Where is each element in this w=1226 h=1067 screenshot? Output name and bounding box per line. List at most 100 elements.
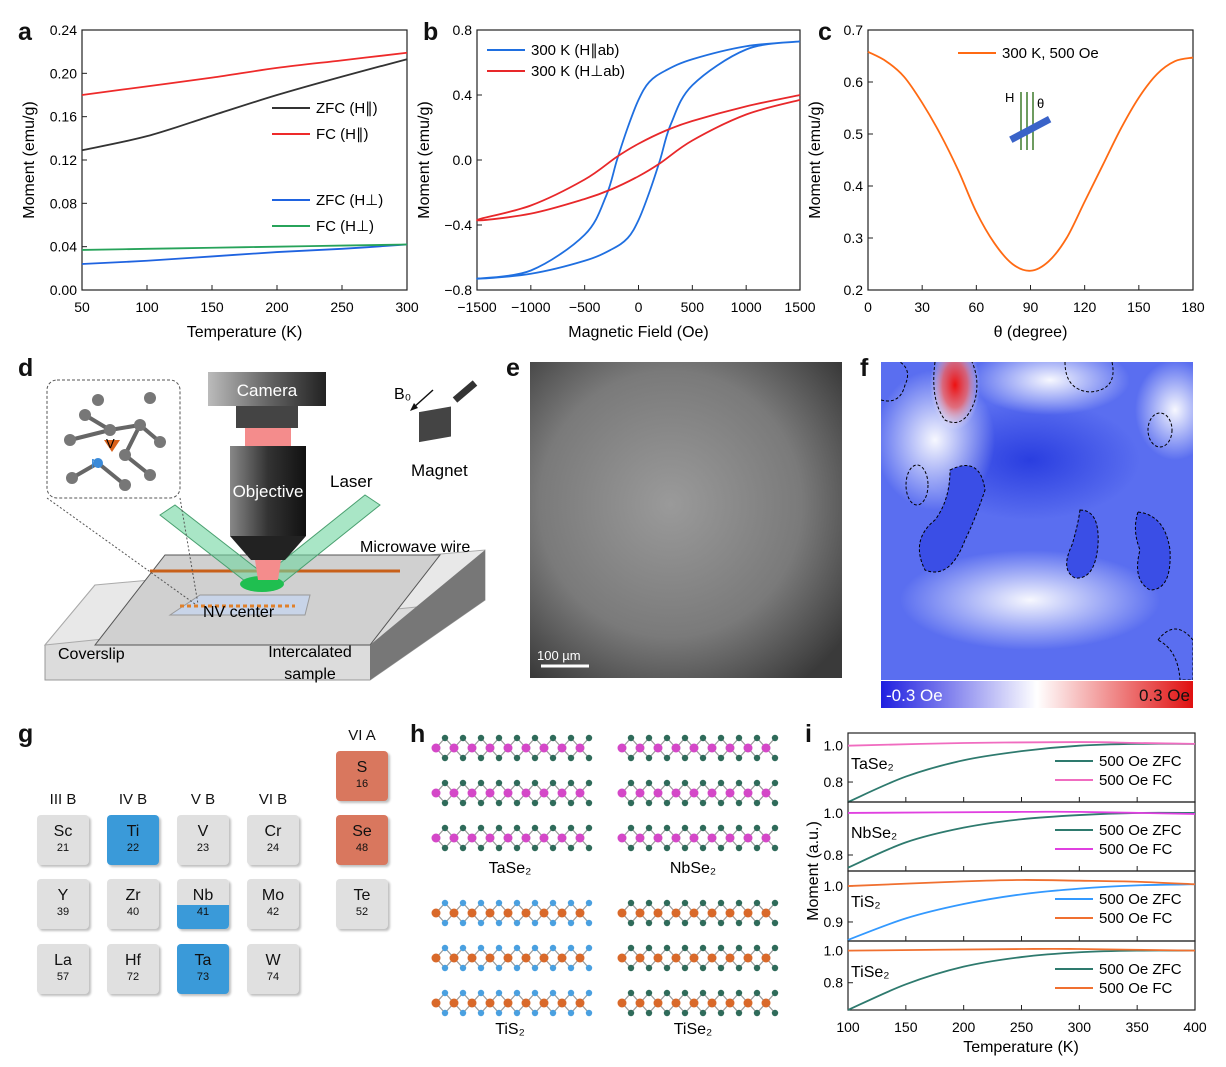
metal-atom xyxy=(431,908,441,918)
chalcogen-atom xyxy=(567,919,575,927)
chalcogen-atom xyxy=(681,824,689,832)
metal-atom xyxy=(689,743,699,753)
metal-atom xyxy=(743,788,753,798)
element-tile-v: V 23 xyxy=(177,815,229,865)
chalcogen-atom xyxy=(441,964,449,972)
chalcogen-atom xyxy=(627,734,635,742)
metal-atom xyxy=(521,908,531,918)
metal-atom xyxy=(743,743,753,753)
chalcogen-atom xyxy=(771,824,779,832)
chalcogen-atom xyxy=(735,1009,743,1017)
y-tick-label: 0.0 xyxy=(453,152,473,168)
chalcogen-atom xyxy=(753,899,761,907)
chart-a-moment-vs-temperature: 50 100 150 200 250 300 0.00 0.04 0.08 0.12 0.16 0.2… xyxy=(21,22,419,341)
metal-atom xyxy=(761,788,771,798)
chalcogen-atom xyxy=(513,824,521,832)
y-tick-label: 0.4 xyxy=(844,178,864,194)
chalcogen-atom xyxy=(717,964,725,972)
chalcogen-atom xyxy=(645,824,653,832)
y-tick-label: 0.12 xyxy=(50,152,77,168)
metal-atom xyxy=(467,788,477,798)
chalcogen-atom xyxy=(513,964,521,972)
metal-atom xyxy=(653,788,663,798)
metal-atom xyxy=(617,998,627,1008)
metal-atom xyxy=(743,908,753,918)
chalcogen-atom xyxy=(459,799,467,807)
chalcogen-atom xyxy=(627,964,635,972)
metal-atom xyxy=(557,953,567,963)
metal-atom xyxy=(671,998,681,1008)
chalcogen-atom xyxy=(735,734,743,742)
chalcogen-atom xyxy=(549,919,557,927)
chalcogen-atom xyxy=(513,944,521,952)
chalcogen-atom xyxy=(681,799,689,807)
metal-atom xyxy=(521,788,531,798)
metal-atom xyxy=(689,953,699,963)
y-tick-label: −0.4 xyxy=(444,217,472,233)
chalcogen-atom xyxy=(513,799,521,807)
metal-atom xyxy=(671,743,681,753)
x-tick-label: 50 xyxy=(74,299,90,315)
chalcogen-atom xyxy=(495,899,503,907)
y-tick-label: −0.8 xyxy=(444,282,472,298)
chalcogen-atom xyxy=(531,734,539,742)
chalcogen-atom xyxy=(459,779,467,787)
chalcogen-atom xyxy=(681,989,689,997)
metal-atom xyxy=(431,833,441,843)
series-line xyxy=(867,51,1194,272)
y-axis-title: Moment (emu/g) xyxy=(21,101,38,218)
atomic-number: 57 xyxy=(56,971,70,983)
element-tile-zr: Zr 40 xyxy=(107,879,159,929)
chalcogen-atom xyxy=(681,1009,689,1017)
chalcogen-atom xyxy=(459,944,467,952)
chalcogen-atom xyxy=(549,799,557,807)
metal-atom xyxy=(539,953,549,963)
chalcogen-atom xyxy=(735,824,743,832)
legend-label: ZFC (H⊥) xyxy=(316,192,383,209)
chalcogen-atom xyxy=(441,734,449,742)
x-tick-label: 400 xyxy=(1183,1019,1207,1035)
chalcogen-atom xyxy=(663,799,671,807)
chalcogen-atom xyxy=(459,989,467,997)
y-tick-label: 0.20 xyxy=(50,65,77,81)
metal-atom xyxy=(635,953,645,963)
structure-label-nbse2: NbSe₂ xyxy=(670,860,716,877)
chalcogen-atom xyxy=(585,754,593,762)
chalcogen-atom xyxy=(585,779,593,787)
chalcogen-atom xyxy=(663,919,671,927)
metal-atom xyxy=(485,953,495,963)
group-header: IV B xyxy=(118,791,148,808)
group-header: III B xyxy=(49,791,77,808)
vacancy-label: V xyxy=(106,436,115,451)
metal-atom xyxy=(635,998,645,1008)
metal-atom xyxy=(671,953,681,963)
chalcogen-atom xyxy=(513,779,521,787)
chalcogen-atom xyxy=(495,824,503,832)
chalcogen-atom xyxy=(585,844,593,852)
metal-atom xyxy=(521,833,531,843)
y-tick-label: 0.8 xyxy=(824,774,844,790)
chalcogen-atom xyxy=(567,799,575,807)
legend-label: 500 Oe ZFC xyxy=(1099,822,1182,839)
chalcogen-atom xyxy=(753,964,761,972)
laser-label: Laser xyxy=(330,472,373,491)
chalcogen-atom xyxy=(717,754,725,762)
panel-label-a: a xyxy=(18,18,32,46)
metal-atom xyxy=(707,953,717,963)
y-tick-label: 0.5 xyxy=(844,126,864,142)
chalcogen-atom xyxy=(531,844,539,852)
chalcogen-atom xyxy=(567,734,575,742)
element-symbol: S xyxy=(356,759,368,776)
metal-atom xyxy=(617,743,627,753)
metal-atom xyxy=(653,998,663,1008)
chalcogen-atom xyxy=(753,844,761,852)
chalcogen-atom xyxy=(441,944,449,952)
chalcogen-atom xyxy=(495,1009,503,1017)
chalcogen-atom xyxy=(585,799,593,807)
chalcogen-atom xyxy=(627,944,635,952)
chalcogen-atom xyxy=(477,734,485,742)
y-tick-label: 0.8 xyxy=(453,22,473,38)
legend-label: 300 K (H⊥ab) xyxy=(531,63,625,80)
chalcogen-atom xyxy=(513,899,521,907)
